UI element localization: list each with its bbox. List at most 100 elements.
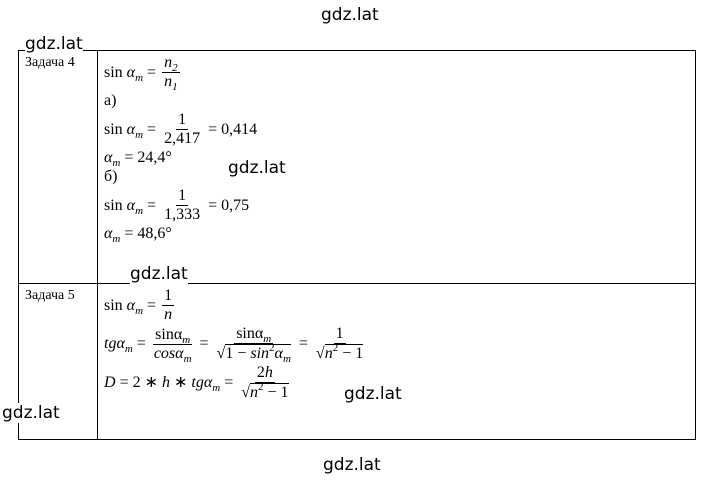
math-var: n [164, 306, 173, 323]
math-var: h [264, 364, 273, 381]
subscript: m [182, 333, 191, 346]
math-var: α [126, 120, 136, 138]
math-var: D [104, 374, 116, 391]
subscript: m [282, 353, 291, 365]
watermark: gdz.lat [2, 403, 60, 423]
text: = [143, 63, 161, 81]
task-label: Задача 4 [18, 50, 98, 284]
text: = [132, 335, 150, 352]
math-var: α [126, 296, 136, 314]
denominator: n [162, 306, 174, 324]
watermark: gdz.lat [228, 158, 286, 178]
math-var: n [250, 384, 259, 401]
numerator: 1 [162, 287, 175, 306]
fraction: 1 √ n 2 − 1 [314, 325, 365, 363]
watermark: gdz.lat [130, 264, 188, 284]
text: 1,333 [164, 206, 201, 223]
superscript: 2 [269, 342, 275, 354]
subscript: m [212, 382, 221, 394]
radicand: 1 − sin 2 α m [225, 342, 291, 365]
text: = [294, 335, 312, 352]
formula-line: tgα m = sinα m cosα m = sinα m √ 1 − sin 2 α m = 1… [104, 325, 689, 365]
math-var: α [126, 196, 136, 214]
math-var: cosα [153, 344, 184, 362]
text: = [143, 196, 161, 214]
watermark: gdz.lat [344, 384, 402, 404]
text: б) [104, 168, 118, 185]
text: 1 [178, 111, 187, 128]
subscript: m [112, 233, 121, 245]
text: sin [104, 296, 127, 314]
denominator: √ 1 − sin 2 α m [215, 342, 293, 365]
sqrt: √ n 2 − 1 [316, 342, 364, 363]
text: 1 [178, 187, 187, 204]
text: 1 − [225, 345, 251, 362]
watermark: gdz.lat [323, 455, 381, 475]
text: sinα [236, 325, 264, 342]
sqrt: √ 1 − sin 2 α m [217, 342, 291, 365]
fraction: 1 2,417 [162, 111, 202, 148]
numerator: sinα m [153, 326, 193, 346]
text: sin [104, 63, 127, 81]
radical-sign: √ [241, 383, 251, 401]
text: ∗ [170, 374, 192, 391]
text: sin [104, 120, 127, 138]
fraction: sinα m cosα m [152, 326, 194, 365]
text: = [195, 335, 213, 352]
text: 1 [164, 287, 173, 304]
text: = 48,6° [120, 225, 172, 242]
math-var: sin [250, 345, 270, 362]
text: а) [104, 92, 117, 109]
numerator: 1 [333, 325, 346, 344]
text: − 1 [263, 384, 289, 401]
text: = [143, 296, 161, 314]
denominator: 2,417 [162, 130, 202, 148]
fraction: 2 h √ n 2 − 1 [239, 364, 290, 402]
denominator: cosα m [152, 344, 194, 365]
subscript: m [135, 71, 144, 84]
math-var: α [274, 345, 283, 362]
math-var: α [126, 63, 136, 81]
sqrt: √ n 2 − 1 [241, 381, 289, 402]
subscript: m [135, 128, 144, 141]
numerator: 1 [176, 187, 189, 206]
text: sin [104, 196, 127, 214]
subscript: m [124, 343, 133, 355]
text: 2,417 [164, 130, 201, 147]
numerator: 1 [176, 111, 189, 130]
math-var: α [104, 149, 113, 166]
subscript: m [263, 333, 272, 345]
text: = [143, 120, 161, 138]
subscript: m [183, 352, 192, 365]
text: 2 [256, 364, 265, 381]
superscript: 2 [258, 381, 264, 393]
formula-line: D = 2 ∗ h ∗ tgα m = 2 h √ n 2 − 1 [104, 364, 689, 402]
math-var: n [164, 73, 173, 90]
text: = [220, 374, 238, 391]
subscript: m [112, 157, 121, 169]
subscript: 2 [172, 62, 178, 74]
formula-line: б) [104, 168, 689, 186]
formula-line: а) [104, 92, 689, 110]
text: − 1 [338, 345, 364, 362]
fraction: 1 1,333 [162, 187, 202, 224]
superscript: 2 [332, 342, 339, 354]
math-var: α [104, 225, 113, 242]
